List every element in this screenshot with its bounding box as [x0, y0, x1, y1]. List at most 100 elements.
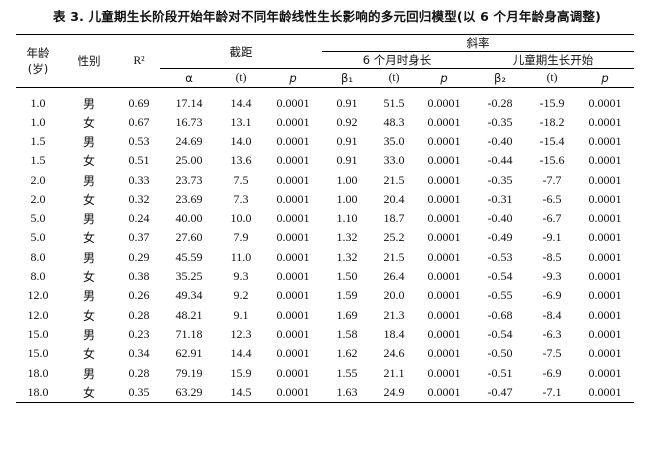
table-row: 15.0 男 0.23 71.18 12.3 0.0001 1.58 18.4 0.0001 -0… — [16, 325, 634, 344]
cell-age: 15.0 — [27, 326, 49, 341]
cell-b1: 1.32 — [336, 230, 358, 245]
table-row: 8.0 女 0.38 35.25 9.3 0.0001 1.50 26.4 0.0001 -0.5… — [16, 267, 634, 286]
cell-r2: 0.28 — [128, 307, 150, 322]
cell-t2: -6.5 — [542, 191, 562, 206]
cell-pa: 0.0001 — [276, 326, 310, 341]
cell-ta: 12.3 — [230, 326, 252, 341]
cell-r2: 0.33 — [128, 172, 150, 187]
cell-r2: 0.53 — [128, 133, 150, 148]
cell-p1: 0.0001 — [427, 249, 461, 264]
height6m-header: 6 个月时身长 — [322, 51, 473, 69]
table-row: 18.0 男 0.28 79.19 15.9 0.0001 1.55 21.1 0.0001 -0… — [16, 363, 634, 382]
cell-b1: 1.55 — [336, 365, 358, 380]
cell-pa: 0.0001 — [276, 133, 310, 148]
cell-p2: 0.0001 — [588, 249, 622, 264]
cell-sex: 女 — [82, 192, 95, 207]
cell-ta: 9.1 — [233, 307, 249, 322]
beta1-header: β₁ — [341, 70, 353, 85]
cell-b2: -0.49 — [487, 230, 513, 245]
cell-p2: 0.0001 — [588, 307, 622, 322]
cell-b1: 1.10 — [336, 211, 358, 226]
cell-ta: 14.0 — [230, 133, 252, 148]
cell-pa: 0.0001 — [276, 307, 310, 322]
cell-alpha: 63.29 — [160, 382, 218, 403]
cell-pa: 0.0001 — [276, 95, 310, 110]
cell-ta: 9.3 — [233, 269, 249, 284]
cell-sex: 女 — [82, 115, 95, 130]
cell-alpha: 23.73 — [175, 172, 203, 187]
cell-p1: 0.0001 — [427, 133, 461, 148]
cell-age: 5.0 — [30, 230, 46, 245]
cell-pa: 0.0001 — [276, 288, 310, 303]
table-row: 12.0 女 0.28 48.21 9.1 0.0001 1.69 21.3 0.0001 -0.… — [16, 305, 634, 324]
cell-sex: 男 — [82, 250, 95, 265]
table-row: 5.0 女 0.37 27.60 7.9 0.0001 1.32 25.2 0.0001 -0.4… — [16, 228, 634, 247]
cell-t2: -8.4 — [542, 307, 562, 322]
cell-pa: 0.0001 — [276, 153, 310, 168]
cell-age: 1.5 — [30, 133, 46, 148]
cell-alpha: 48.21 — [175, 307, 203, 322]
cell-age: 12.0 — [27, 307, 49, 322]
cell-ta: 13.6 — [230, 153, 252, 168]
table-row: 1.0 女 0.67 16.73 13.1 0.0001 0.92 48.3 0.0001 -0.… — [16, 113, 634, 132]
cell-ta: 10.0 — [230, 211, 252, 226]
cell-r2: 0.67 — [128, 114, 150, 129]
table-row: 1.0 男 0.69 17.14 14.4 0.0001 0.91 51.5 0.0001 -0.… — [16, 87, 634, 113]
cell-b1: 0.92 — [336, 114, 358, 129]
cell-t2: -7.7 — [542, 172, 562, 187]
cell-ta: 7.5 — [233, 172, 249, 187]
table-row: 2.0 男 0.33 23.73 7.5 0.0001 1.00 21.5 0.0001 -0.3… — [16, 170, 634, 189]
cell-r2: 0.69 — [128, 95, 150, 110]
table-row: 5.0 男 0.24 40.00 10.0 0.0001 1.10 18.7 0.0001 -0.… — [16, 209, 634, 228]
cell-sex: 女 — [82, 270, 95, 285]
cell-b2: -0.47 — [472, 382, 529, 403]
cell-sex: 男 — [82, 289, 95, 304]
cell-sex: 男 — [82, 173, 95, 188]
cell-p1: 0.0001 — [416, 382, 473, 403]
cell-pa: 0.0001 — [264, 382, 323, 403]
cell-t1: 21.5 — [383, 249, 405, 264]
cell-t1: 26.4 — [383, 269, 405, 284]
cell-alpha: 23.69 — [175, 191, 203, 206]
onset-header: 儿童期生长开始 — [472, 51, 635, 69]
cell-b1: 1.00 — [336, 191, 358, 206]
cell-pa: 0.0001 — [276, 211, 310, 226]
table-row: 15.0 女 0.34 62.91 14.4 0.0001 1.62 24.6 0.0001 -0… — [16, 344, 634, 363]
cell-t1: 18.4 — [383, 326, 405, 341]
cell-t2: -7.5 — [542, 346, 562, 361]
cell-age: 15.0 — [27, 346, 49, 361]
cell-sex: 女 — [60, 382, 118, 403]
cell-p2: 0.0001 — [588, 230, 622, 245]
cell-p1: 0.0001 — [427, 346, 461, 361]
sex-header: 性别 — [60, 34, 118, 87]
cell-age: 12.0 — [27, 288, 49, 303]
cell-b1: 1.62 — [336, 346, 358, 361]
cell-t1: 20.0 — [383, 288, 405, 303]
cell-ta: 7.3 — [233, 191, 249, 206]
cell-r2: 0.24 — [128, 211, 150, 226]
cell-r2: 0.38 — [128, 269, 150, 284]
cell-r2: 0.37 — [128, 230, 150, 245]
cell-r2: 0.32 — [128, 191, 150, 206]
cell-t2: -7.1 — [528, 382, 577, 403]
cell-ta: 11.0 — [230, 249, 252, 264]
cell-p2: 0.0001 — [588, 191, 622, 206]
age-header-line1: 年龄 — [26, 45, 50, 60]
cell-r2: 0.51 — [128, 153, 150, 168]
cell-t1: 33.0 — [383, 153, 405, 168]
cell-p1: 0.0001 — [427, 172, 461, 187]
cell-b2: -0.68 — [487, 307, 513, 322]
cell-t2: -9.1 — [542, 230, 562, 245]
cell-b2: -0.35 — [487, 172, 513, 187]
cell-b1: 1.50 — [336, 269, 358, 284]
cell-pa: 0.0001 — [276, 114, 310, 129]
cell-ta: 13.1 — [230, 114, 252, 129]
t-header-intercept: (t) — [218, 68, 264, 87]
cell-t1: 18.7 — [383, 211, 405, 226]
cell-b2: -0.44 — [487, 153, 513, 168]
cell-alpha: 71.18 — [175, 326, 203, 341]
cell-p1: 0.0001 — [427, 326, 461, 341]
cell-age: 2.0 — [30, 191, 46, 206]
cell-ta: 14.4 — [230, 346, 252, 361]
table-row: 1.5 男 0.53 24.69 14.0 0.0001 0.91 35.0 0.0001 -0.… — [16, 132, 634, 151]
